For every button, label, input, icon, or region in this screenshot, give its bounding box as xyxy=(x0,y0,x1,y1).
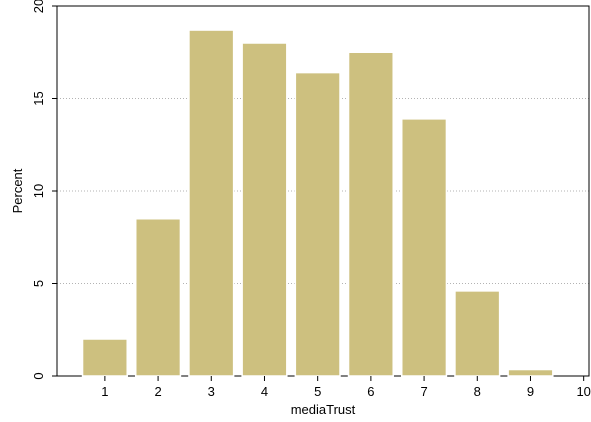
bar-5 xyxy=(294,71,341,377)
bar-4 xyxy=(241,42,288,377)
bars xyxy=(81,29,554,377)
x-tick-label: 5 xyxy=(314,384,321,399)
bar-3 xyxy=(188,29,235,377)
x-tick-label: 1 xyxy=(101,384,108,399)
x-tick-label: 6 xyxy=(367,384,374,399)
x-tick-label: 3 xyxy=(208,384,215,399)
y-tick-label: 5 xyxy=(31,280,46,287)
y-tick-label: 20 xyxy=(31,0,46,13)
bar-2 xyxy=(134,218,182,377)
x-tick-label: 2 xyxy=(154,384,161,399)
x-axis-title: mediaTrust xyxy=(291,402,356,417)
y-tick-label: 15 xyxy=(31,91,46,105)
bar-7 xyxy=(400,118,448,377)
x-tick-label: 10 xyxy=(576,384,590,399)
x-tick-label: 9 xyxy=(527,384,534,399)
x-axis-ticks: 1 2 3 4 5 6 7 8 9 10 xyxy=(101,376,591,399)
x-tick-label: 8 xyxy=(474,384,481,399)
bar-9 xyxy=(507,368,554,377)
bar-8 xyxy=(454,290,501,377)
y-axis-title: Percent xyxy=(10,168,25,213)
x-tick-label: 4 xyxy=(261,384,268,399)
y-axis-ticks: 0 5 10 15 20 xyxy=(31,0,57,380)
y-tick-label: 0 xyxy=(31,372,46,379)
bar-6 xyxy=(347,51,394,377)
y-tick-label: 10 xyxy=(31,184,46,198)
x-tick-label: 7 xyxy=(420,384,427,399)
bar-1 xyxy=(81,338,128,377)
